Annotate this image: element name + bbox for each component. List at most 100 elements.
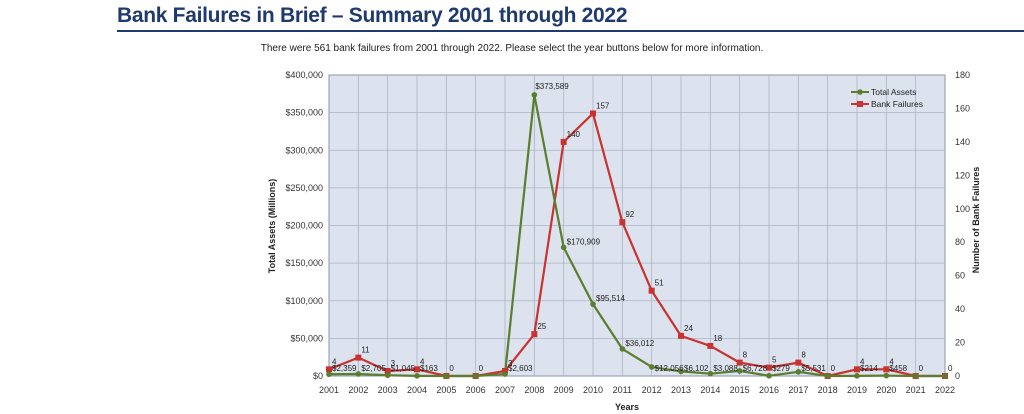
total-assets-point (531, 92, 538, 98)
total-assets-data-label: $2,705 (361, 364, 386, 373)
x-axis-title: Years (615, 402, 639, 412)
total-assets-data-label: $458 (889, 364, 907, 373)
bank-failures-line (328, 112, 945, 378)
total-assets-data-label: $170,909 (567, 237, 601, 246)
bank-failures-point (619, 219, 626, 226)
total-assets-point (590, 301, 596, 307)
total-assets-point (766, 372, 772, 379)
total-assets-point (648, 364, 655, 370)
bank-failures-data-label: 11 (361, 346, 370, 355)
total-assets-point (414, 373, 420, 379)
x-tick-label: 2011 (613, 385, 632, 395)
x-tick-label: 2003 (378, 385, 398, 395)
y-left-tick-label: $150,000 (285, 258, 323, 268)
bank-failures-data-label: 18 (713, 334, 722, 343)
total-assets-line (328, 93, 945, 378)
total-assets-point (560, 244, 567, 251)
x-tick-label: 2019 (847, 385, 867, 395)
bank-failures-data-label: 157 (596, 101, 610, 110)
y-right-tick-label: 100 (955, 204, 970, 214)
x-tick-label: 2008 (524, 385, 544, 395)
bank-failures-data-label: 8 (743, 351, 748, 360)
bank-failures-point (560, 138, 567, 145)
total-assets-data-label: $214 (860, 364, 878, 373)
y-right-tick-label: 180 (955, 70, 970, 80)
total-assets-data-label: $36,012 (625, 339, 654, 348)
y-right-tick-label: 60 (955, 271, 965, 281)
total-assets-point (502, 371, 508, 377)
x-tick-label: 2002 (348, 385, 368, 395)
total-assets-data-label: $2,603 (508, 364, 533, 373)
x-tick-label: 2022 (935, 385, 955, 395)
legend-bank-failures-marker (857, 101, 863, 107)
total-assets-point (824, 373, 831, 379)
total-assets-point (355, 371, 362, 377)
bank-failures-point (531, 331, 538, 338)
x-tick-label: 2015 (730, 385, 750, 395)
total-assets-data-label: $6,728 (743, 364, 768, 373)
y-left-tick-label: $400,000 (285, 70, 323, 80)
x-tick-label: 2012 (642, 385, 662, 395)
x-tick-label: 2010 (583, 385, 603, 395)
total-assets-point (707, 370, 714, 377)
total-assets-data-label: $5,531 (801, 364, 826, 373)
y-right-tick-label: 40 (955, 304, 965, 314)
bank-failures-point (883, 366, 890, 373)
bank-failures-data-label: 4 (860, 357, 865, 366)
total-assets-data-label: $12,056 (655, 364, 684, 373)
bank-failures-data-label: 4 (420, 357, 425, 366)
x-tick-label: 2004 (407, 385, 427, 395)
bank-failures-data-label: 0 (919, 364, 924, 373)
total-assets-data-label: $3,088 (713, 364, 738, 373)
bank-failures-data-label: 3 (508, 359, 513, 368)
y-left-tick-label: $350,000 (285, 108, 323, 118)
bank-failures-data-label: 3 (391, 359, 396, 368)
y-left-tick-label: $50,000 (290, 333, 323, 343)
y-left-tick-label: $100,000 (285, 296, 323, 306)
bank-failures-data-label: 140 (567, 130, 581, 139)
x-tick-label: 2020 (876, 385, 896, 395)
y-right-axis-title: Number of Bank Failures (971, 167, 981, 274)
y-left-axis-title: Total Assets (Millions) (267, 179, 277, 274)
total-assets-point (619, 346, 626, 352)
y-left-tick-label: $250,000 (285, 183, 323, 193)
bank-failures-point (766, 364, 772, 371)
bank-failures-data-label: 0 (831, 364, 836, 373)
legend-total-assets-label: Total Assets (871, 87, 916, 97)
bank-failures-data-label: 0 (479, 364, 484, 373)
title-divider (117, 30, 1024, 32)
x-tick-label: 2021 (906, 385, 926, 395)
legend-bank-failures-label: Bank Failures (871, 99, 923, 109)
bank-failures-point (414, 366, 420, 373)
x-tick-label: 2014 (700, 385, 720, 395)
y-right-tick-label: 0 (955, 371, 960, 381)
bank-failures-point (707, 342, 714, 349)
bank-failures-point (854, 366, 860, 373)
y-right-tick-label: 20 (955, 338, 965, 348)
total-assets-point (384, 372, 391, 379)
bank-failures-data-label: 51 (655, 279, 664, 288)
y-left-tick-label: $0 (313, 371, 323, 381)
bank-failures-point (384, 367, 391, 374)
total-assets-point (854, 373, 860, 379)
x-tick-label: 2007 (495, 385, 515, 395)
y-right-tick-label: 120 (955, 170, 970, 180)
bank-failures-point (502, 367, 508, 374)
total-assets-data-label: $373,589 (535, 82, 569, 91)
total-assets-data-label: $279 (772, 364, 790, 373)
bank-failures-data-label: 0 (948, 364, 953, 373)
bank-failures-point (795, 359, 802, 366)
total-assets-point (736, 368, 743, 374)
x-tick-label: 2016 (759, 385, 779, 395)
total-assets-point (443, 373, 450, 379)
total-assets-point (883, 372, 890, 379)
x-tick-label: 2009 (554, 385, 574, 395)
y-right-tick-label: 80 (955, 237, 965, 247)
x-tick-label: 2005 (436, 385, 456, 395)
y-right-tick-label: 140 (955, 137, 970, 147)
y-left-tick-label: $300,000 (285, 145, 323, 155)
bank-failures-data-label: 25 (537, 322, 546, 331)
total-assets-data-label: $1,045 (391, 364, 416, 373)
bank-failures-point (736, 359, 743, 366)
total-assets-data-label: $6,102 (684, 364, 709, 373)
